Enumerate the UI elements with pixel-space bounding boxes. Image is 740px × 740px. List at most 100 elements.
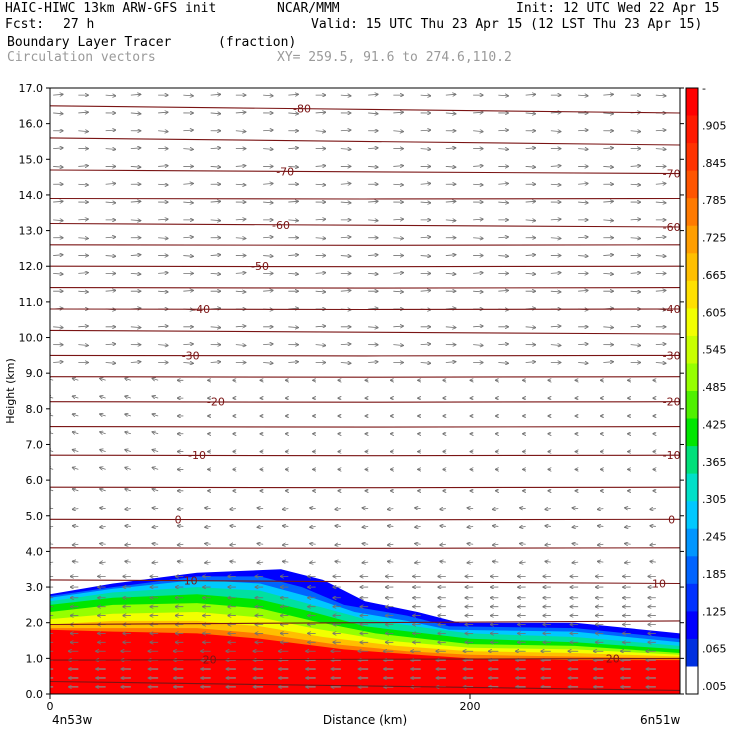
x-axis: 0 200 bbox=[47, 694, 481, 713]
wind-vector bbox=[445, 273, 456, 274]
y-tick-label: 14.0 bbox=[19, 189, 44, 202]
wind-vector bbox=[368, 308, 378, 309]
wind-vector bbox=[550, 326, 561, 327]
colorbar-label: .905 bbox=[702, 119, 727, 132]
wind-vector bbox=[603, 362, 613, 363]
colorbar-label: .545 bbox=[702, 344, 727, 357]
wind-vector bbox=[473, 273, 483, 274]
wind-vector bbox=[125, 450, 131, 452]
colorbar-label: .305 bbox=[702, 493, 727, 506]
y-tick-label: 11.0 bbox=[19, 296, 44, 309]
wind-vector bbox=[578, 130, 588, 131]
wind-vector bbox=[282, 526, 289, 527]
wind-vector bbox=[340, 95, 351, 96]
y-tick-label: 17.0 bbox=[19, 82, 44, 95]
wind-vector bbox=[183, 290, 193, 291]
wind-vector bbox=[152, 489, 159, 491]
wind-vector bbox=[603, 201, 613, 202]
colorbar-swatch bbox=[686, 666, 698, 695]
wind-vector bbox=[362, 544, 369, 545]
wind-vector bbox=[235, 219, 246, 220]
y-tick-label: 10.0 bbox=[19, 332, 44, 345]
wind-vector bbox=[415, 508, 421, 509]
wind-vector bbox=[125, 561, 131, 562]
wind-vector bbox=[315, 184, 326, 185]
wind-vector bbox=[288, 255, 298, 256]
wind-vector bbox=[210, 362, 221, 363]
wind-vector bbox=[288, 327, 298, 328]
wind-vector bbox=[263, 202, 273, 203]
wind-vector bbox=[315, 326, 326, 327]
colorbar-swatch bbox=[686, 556, 698, 585]
wind-vector bbox=[630, 238, 641, 239]
wind-vector bbox=[655, 183, 666, 184]
wind-vector bbox=[498, 183, 508, 184]
wind-vector bbox=[362, 526, 369, 527]
wind-vector bbox=[415, 562, 421, 563]
contour-line bbox=[50, 169, 680, 175]
wind-vector bbox=[100, 432, 106, 434]
wind-vector bbox=[72, 526, 79, 527]
contour-label: 0 bbox=[175, 513, 182, 526]
y-tick-label: 7.0 bbox=[26, 438, 44, 451]
wind-vector bbox=[100, 526, 106, 527]
wind-vector bbox=[630, 219, 641, 220]
wind-vector bbox=[105, 362, 116, 363]
contour-line bbox=[50, 426, 680, 428]
colorbar-label: .425 bbox=[702, 418, 727, 431]
colorbar-swatch bbox=[686, 446, 698, 475]
wind-vector bbox=[387, 509, 394, 510]
wind-vector bbox=[335, 561, 341, 562]
wind-vector bbox=[473, 131, 483, 132]
wind-vector bbox=[368, 327, 378, 328]
contour-line bbox=[50, 486, 680, 489]
y-tick-label: 15.0 bbox=[19, 153, 44, 166]
wind-vector bbox=[72, 414, 79, 416]
wind-vector bbox=[315, 345, 326, 346]
wind-vector bbox=[310, 544, 316, 545]
wind-vector bbox=[230, 509, 236, 510]
wind-vector bbox=[545, 509, 551, 510]
wind-vector bbox=[152, 526, 159, 527]
x-end-label-right: 6n51w bbox=[640, 713, 681, 727]
wind-vector bbox=[183, 183, 193, 184]
wind-vector bbox=[53, 166, 63, 167]
x-axis-label: Distance (km) bbox=[323, 713, 407, 727]
wind-vector bbox=[288, 273, 298, 274]
wind-vector bbox=[210, 94, 221, 95]
wind-vector bbox=[630, 273, 641, 274]
wind-vector bbox=[578, 95, 588, 96]
wind-vector bbox=[545, 544, 551, 545]
wind-vector bbox=[152, 467, 159, 469]
wind-vector bbox=[105, 344, 116, 345]
wind-vector bbox=[420, 95, 431, 96]
wind-vector bbox=[520, 562, 526, 563]
wind-vector bbox=[183, 237, 193, 238]
wind-vector bbox=[387, 561, 394, 562]
wind-vector bbox=[210, 113, 221, 114]
wind-vector bbox=[650, 544, 656, 545]
wind-vector bbox=[78, 273, 88, 274]
contour-label: 20 bbox=[606, 653, 620, 666]
wind-vector bbox=[72, 378, 79, 380]
contour-label: -40 bbox=[663, 303, 681, 316]
wind-vector bbox=[655, 290, 666, 291]
wind-vector bbox=[158, 184, 168, 185]
wind-vector bbox=[340, 237, 351, 238]
wind-vector bbox=[130, 94, 141, 95]
wind-vector bbox=[473, 326, 483, 327]
wind-vector bbox=[130, 113, 141, 114]
wind-vector bbox=[368, 148, 378, 149]
wind-vector bbox=[152, 508, 159, 509]
wind-vector bbox=[130, 148, 141, 149]
wind-vector bbox=[100, 414, 106, 416]
wind-vector bbox=[572, 544, 579, 545]
wind-vector bbox=[368, 201, 378, 202]
forecast-label: Fcst: bbox=[5, 17, 45, 32]
wind-vector bbox=[125, 432, 131, 434]
wind-vector bbox=[655, 202, 666, 203]
contour-label: -30 bbox=[663, 349, 681, 362]
wind-vector bbox=[603, 273, 613, 274]
wind-vector bbox=[125, 378, 131, 380]
wind-vector bbox=[393, 184, 403, 185]
